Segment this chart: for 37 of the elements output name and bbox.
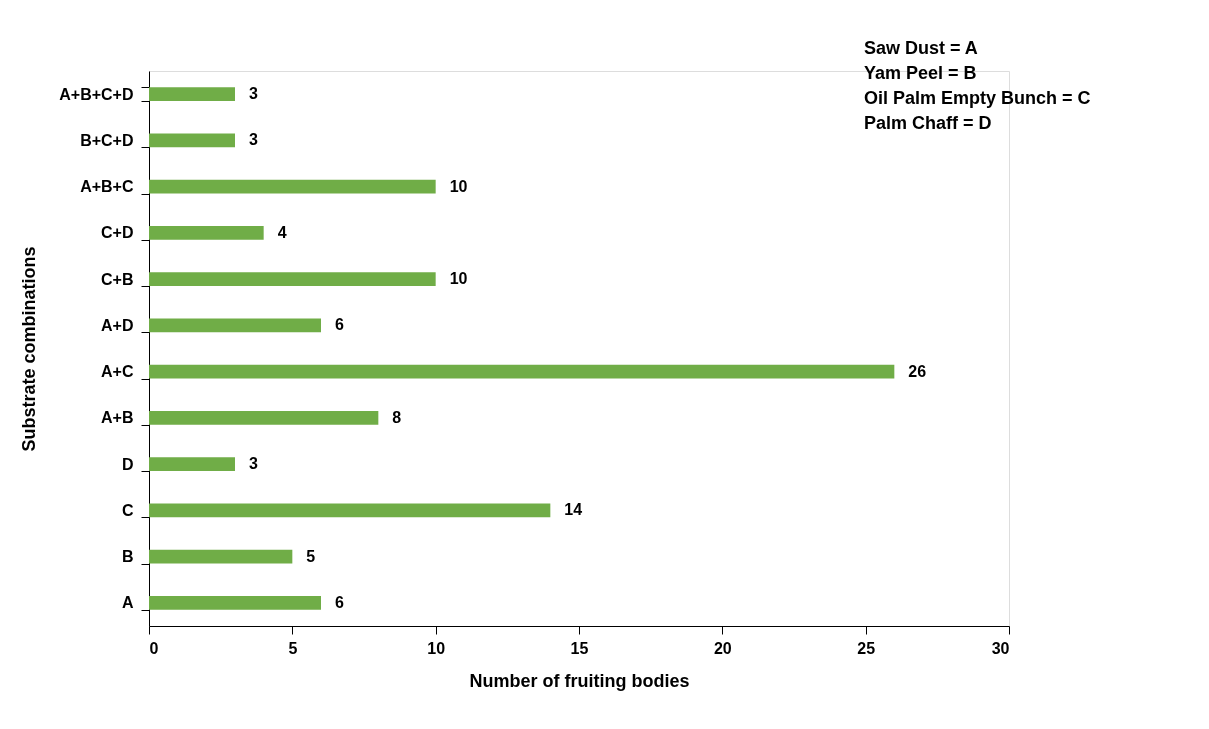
data-label: 14 — [564, 501, 583, 519]
annotation: Palm Chaff = D — [864, 113, 992, 133]
y-tick-label: A — [121, 594, 134, 612]
data-label: 4 — [277, 223, 287, 241]
x-tick-label: 10 — [427, 639, 446, 657]
y-tick-label: C+D — [101, 224, 134, 242]
y-tick-label: C+B — [101, 270, 134, 288]
x-axis-title: Number of fruiting bodies — [469, 670, 690, 691]
data-label: 6 — [335, 593, 344, 611]
y-axis-title: Substrate combinations — [19, 246, 40, 452]
y-tick-label: B — [121, 548, 134, 566]
x-tick-label: 30 — [991, 639, 1010, 657]
x-tick-label: 15 — [570, 639, 589, 657]
data-label: 8 — [392, 408, 402, 426]
data-label: 3 — [249, 131, 258, 149]
data-label: 3 — [249, 455, 258, 473]
y-tick-label: D — [121, 455, 134, 473]
data-label: 26 — [908, 362, 927, 380]
y-tick-label: A+D — [101, 316, 134, 334]
data-label: 6 — [335, 316, 344, 334]
y-tick-label: A+B+C — [80, 178, 134, 196]
annotation: Oil Palm Empty Bunch = C — [864, 88, 1091, 108]
y-tick-label: B+C+D — [80, 131, 134, 149]
x-tick-label: 5 — [288, 639, 298, 657]
y-tick-label: A+C — [101, 363, 134, 381]
annotation: Yam Peel = B — [864, 63, 977, 83]
x-tick-label: 0 — [149, 639, 159, 657]
data-label: 10 — [449, 270, 468, 288]
x-tick-label: 20 — [713, 639, 732, 657]
data-label: 5 — [306, 547, 316, 565]
y-tick-label: C — [121, 501, 134, 519]
y-tick-label: A+B — [101, 409, 134, 427]
text: Saw Dust = A — [864, 38, 978, 58]
x-tick-label: 25 — [857, 639, 876, 657]
y-tick-label: A+B+C+D — [59, 85, 134, 103]
data-label: 10 — [449, 177, 468, 195]
data-label: 3 — [249, 85, 258, 103]
